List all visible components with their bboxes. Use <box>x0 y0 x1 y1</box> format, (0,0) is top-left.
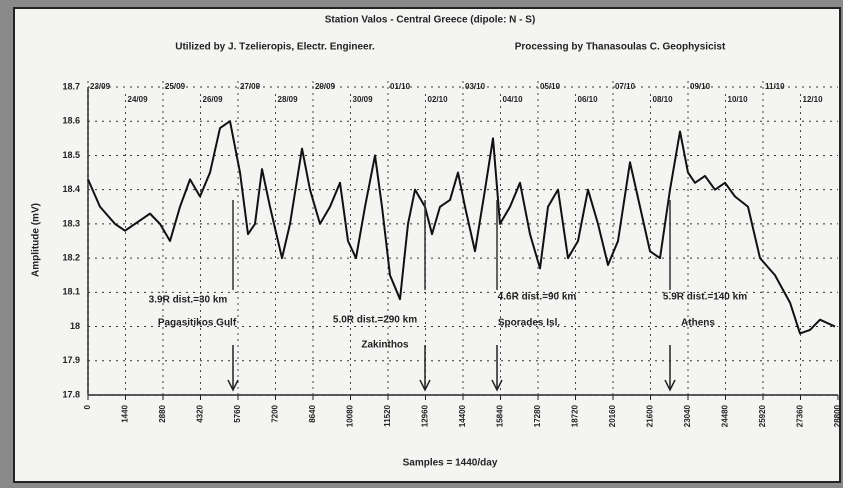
y-axis-label: Amplitude (mV) <box>31 203 42 277</box>
date-label: 07/10 <box>615 82 636 91</box>
x-tick-label: 23040 <box>683 404 692 427</box>
x-tick-label: 8640 <box>308 404 317 422</box>
event-place: Sporades Isl. <box>498 318 560 329</box>
date-label: 12/10 <box>803 95 824 104</box>
arrow-head <box>227 379 239 392</box>
y-tick-label: 18.6 <box>62 116 80 126</box>
x-tick-label: 17280 <box>533 404 542 427</box>
y-tick-label: 17.9 <box>62 355 80 365</box>
date-label: 06/10 <box>578 95 599 104</box>
date-label: 03/10 <box>465 82 486 91</box>
x-tick-label: 12960 <box>421 404 430 427</box>
x-tick-label: 27360 <box>796 404 805 427</box>
date-label: 29/09 <box>315 82 336 91</box>
x-tick-label: 10080 <box>346 404 355 427</box>
date-label: 05/10 <box>540 82 561 91</box>
date-label: 01/10 <box>390 82 411 91</box>
event-magnitude: 5.0R dist.=290 km <box>333 315 417 326</box>
date-label: 09/10 <box>690 82 711 91</box>
chart-title: Station Valos - Central Greece (dipole: … <box>325 15 536 26</box>
event-magnitude: 4.6R dist.=90 km <box>498 292 577 303</box>
date-label: 25/09 <box>165 82 186 91</box>
date-label: 08/10 <box>653 95 674 104</box>
date-label: 11/10 <box>765 82 785 91</box>
date-label: 28/09 <box>278 95 299 104</box>
date-label: 23/09 <box>90 82 111 91</box>
y-tick-label: 17.8 <box>62 389 80 399</box>
y-tick-label: 18.2 <box>62 252 80 262</box>
x-tick-label: 7200 <box>271 404 280 422</box>
subtitle: Processing by Thanasoulas C. Geophysicis… <box>515 42 726 53</box>
y-tick-label: 18.3 <box>62 218 80 228</box>
date-label: 02/10 <box>428 95 449 104</box>
x-tick-label: 14400 <box>458 404 467 427</box>
date-label: 27/09 <box>240 82 261 91</box>
date-label: 10/10 <box>728 95 749 104</box>
line <box>87 120 836 335</box>
y-tick-label: 18.7 <box>62 81 80 91</box>
arrow-head <box>664 379 676 392</box>
date-label: 30/09 <box>353 95 374 104</box>
y-tick-label: 18.4 <box>62 184 80 194</box>
subtitle: Utilized by J. Tzelieropis, Electr. Engi… <box>175 42 375 53</box>
arrow-head <box>419 379 431 392</box>
x-tick-label: 0 <box>83 404 92 409</box>
date-label: 24/09 <box>128 95 149 104</box>
x-tick-label: 11520 <box>383 404 392 426</box>
x-tick-label: 20160 <box>608 404 617 427</box>
event-magnitude: 5.9R dist.=140 km <box>663 292 747 303</box>
x-tick-label: 25920 <box>758 404 767 427</box>
x-tick-label: 24480 <box>721 404 730 427</box>
date-label: 04/10 <box>503 95 524 104</box>
event-place: Zakinthos <box>361 340 409 351</box>
y-tick-label: 18 <box>70 321 80 331</box>
x-tick-label: 21600 <box>646 404 655 427</box>
event-place: Pagasitikos Gulf <box>158 318 237 329</box>
y-tick-label: 18.1 <box>62 287 80 297</box>
date-label: 26/09 <box>203 95 224 104</box>
arrow-head <box>491 379 503 392</box>
x-tick-label: 4320 <box>196 404 205 422</box>
event-magnitude: 3.9R dist.=30 km <box>149 295 228 306</box>
y-tick-label: 18.5 <box>62 150 80 160</box>
x-tick-label: 18720 <box>571 404 580 427</box>
x-axis-label: Samples = 1440/day <box>403 458 498 469</box>
x-tick-label: 2880 <box>158 404 167 422</box>
x-tick-label: 1440 <box>121 404 130 422</box>
x-tick-label: 28800 <box>833 404 842 427</box>
event-place: Athens <box>681 318 715 329</box>
x-tick-label: 15840 <box>496 404 505 427</box>
x-tick-label: 5760 <box>233 404 242 422</box>
